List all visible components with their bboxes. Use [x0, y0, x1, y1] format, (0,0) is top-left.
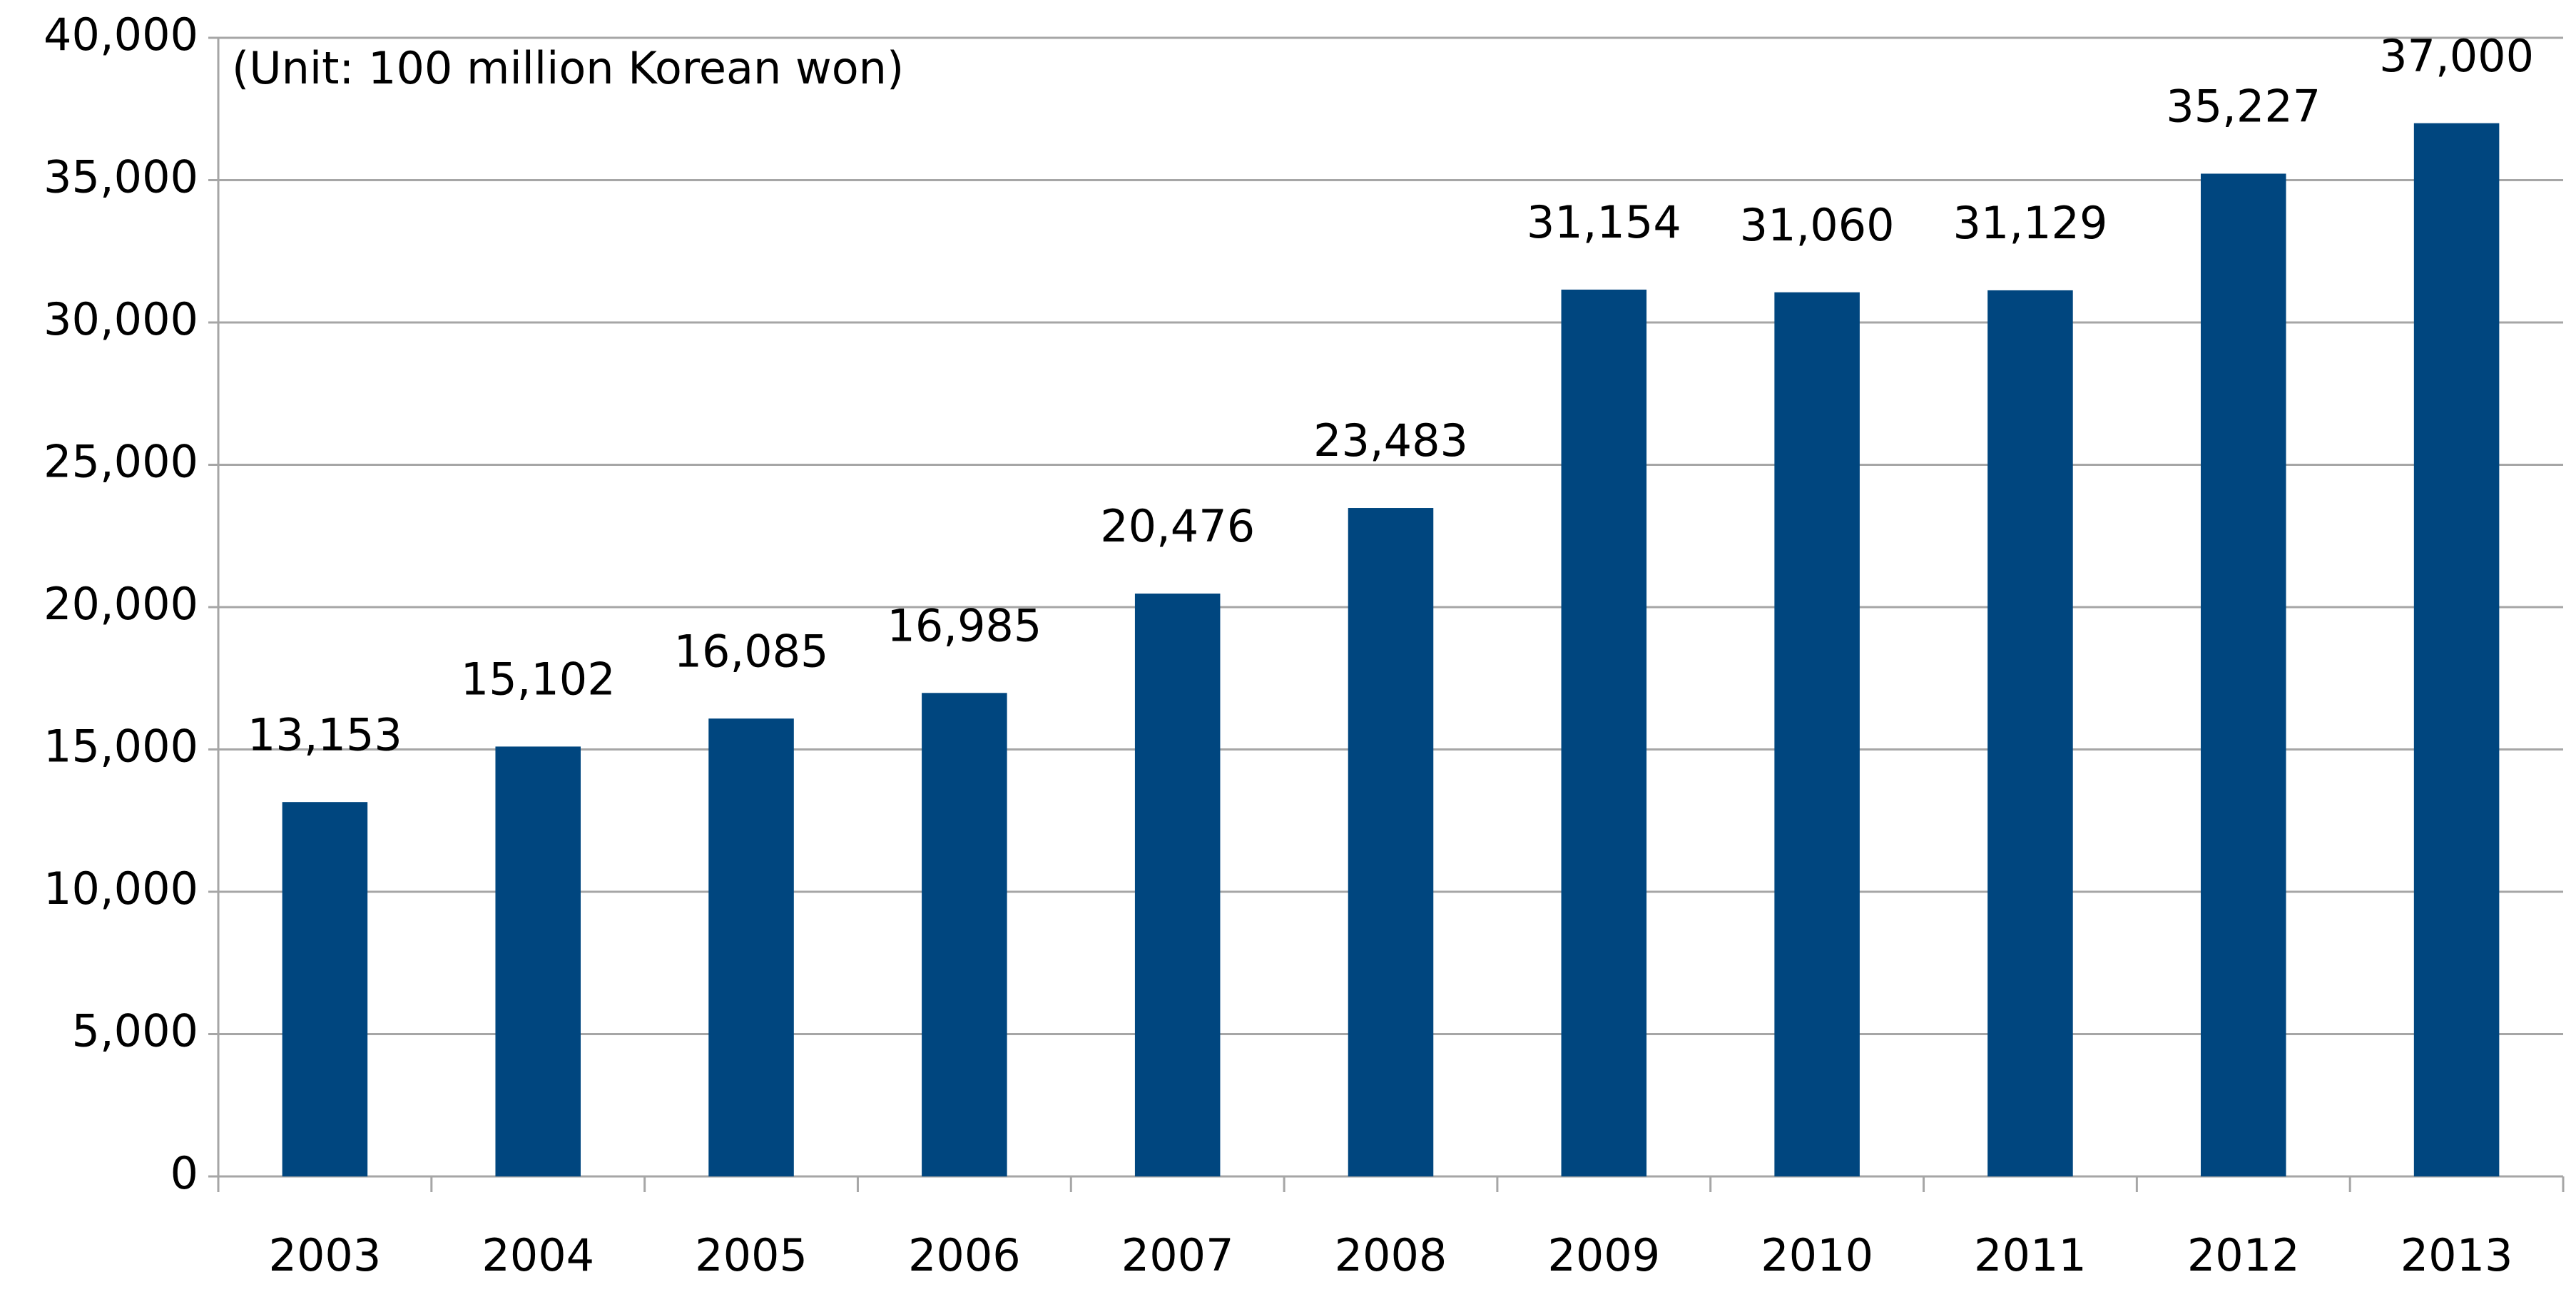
- value-label: 16,985: [887, 599, 1042, 651]
- value-label: 16,085: [674, 625, 829, 677]
- value-label: 31,129: [1953, 197, 2107, 249]
- x-tick-label: 2005: [695, 1229, 808, 1281]
- bar: [1987, 290, 2073, 1177]
- bar: [708, 718, 794, 1176]
- y-tick-label: 25,000: [44, 436, 198, 488]
- y-tick-label: 0: [170, 1147, 198, 1199]
- y-tick-label: 15,000: [44, 721, 198, 773]
- bar: [2201, 173, 2286, 1176]
- value-label: 31,154: [1527, 196, 1681, 248]
- value-label: 37,000: [2379, 30, 2534, 82]
- bar: [1774, 292, 1860, 1176]
- bar: [2413, 123, 2500, 1177]
- value-label: 23,483: [1313, 414, 1468, 467]
- x-tick-label: 2011: [1974, 1229, 2087, 1281]
- value-label: 20,476: [1100, 500, 1255, 552]
- x-tick-label: 2012: [2187, 1229, 2300, 1281]
- y-tick-label: 30,000: [44, 293, 198, 345]
- y-tick-label: 35,000: [44, 151, 198, 203]
- y-tick-label: 40,000: [44, 9, 198, 61]
- x-tick-label: 2008: [1335, 1229, 1447, 1281]
- bar: [1561, 289, 1647, 1176]
- x-tick-label: 2006: [908, 1229, 1021, 1281]
- x-tick-label: 2013: [2401, 1229, 2513, 1281]
- bar: [282, 802, 368, 1176]
- x-tick-label: 2010: [1761, 1229, 1873, 1281]
- unit-annotation: (Unit: 100 million Korean won): [232, 42, 904, 94]
- x-tick-label: 2004: [482, 1229, 594, 1281]
- value-label: 13,153: [248, 708, 402, 761]
- bar: [495, 746, 581, 1176]
- y-tick-label: 5,000: [72, 1005, 199, 1057]
- bar: [1348, 508, 1434, 1176]
- y-tick-label: 10,000: [44, 863, 198, 915]
- x-tick-label: 2009: [1547, 1229, 1660, 1281]
- value-label: 15,102: [461, 653, 616, 706]
- bar: [1134, 594, 1221, 1176]
- value-label: 31,060: [1740, 199, 1895, 251]
- x-tick-label: 2007: [1121, 1229, 1234, 1281]
- y-tick-label: 20,000: [44, 578, 198, 630]
- value-label: 35,227: [2166, 81, 2321, 133]
- x-tick-label: 2003: [269, 1229, 382, 1281]
- bar: [922, 693, 1007, 1176]
